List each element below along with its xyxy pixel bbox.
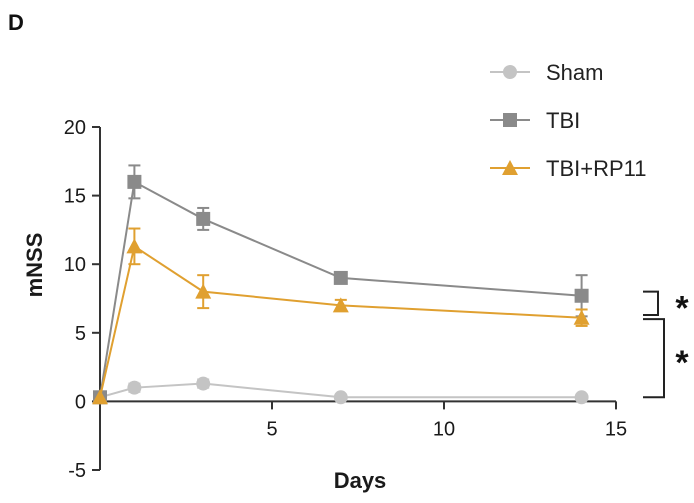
data-point [196,376,211,391]
y-tick-label: 15 [64,186,86,208]
x-tick-label: 10 [433,418,455,440]
significance-bracket [643,318,665,399]
legend-item-sham: Sham [490,60,603,85]
legend-label: TBI [546,108,580,133]
legend-marker [503,65,517,79]
y-tick-label: 0 [75,391,86,413]
data-point [196,211,211,226]
y-axis-title: mNSS [22,233,47,298]
data-point [574,288,589,303]
series-line [99,244,582,398]
series-tbi-rp11 [92,227,590,405]
legend-label: TBI+RP11 [546,156,646,181]
legend-label: Sham [546,60,603,85]
series-tbi [93,164,589,405]
data-point [195,283,212,299]
data-point [333,270,348,285]
series-layer [92,164,590,405]
data-point [573,309,590,325]
x-tick-label: 5 [266,418,277,440]
data-point [127,174,142,189]
data-point [126,238,143,254]
data-point [332,297,349,313]
significance-star: * [675,344,689,382]
axes: -5 0 5 10 15 20 5 10 15 [64,117,627,482]
x-tick-label: 15 [605,418,627,440]
y-tick-label: 5 [75,323,86,345]
data-point [92,389,108,405]
data-point [127,380,142,395]
legend: Sham TBI TBI+RP11 [490,60,646,181]
significance-star: * [675,289,689,327]
y-tick-label: 20 [64,117,86,139]
legend-marker [503,113,517,127]
y-tick-label: -5 [68,460,86,482]
data-point [333,390,348,405]
series-line [99,180,582,398]
legend-item-tbi-rp11: TBI+RP11 [490,156,646,181]
legend-item-tbi: TBI [490,108,580,133]
series-sham [93,376,589,405]
panel-label: D [8,10,24,35]
significance-bracket [643,290,659,316]
data-point [574,390,589,405]
y-tick-label: 10 [64,254,86,276]
significance-brackets: ** [643,289,689,399]
legend-marker [502,160,518,175]
x-axis-title: Days [334,468,387,493]
